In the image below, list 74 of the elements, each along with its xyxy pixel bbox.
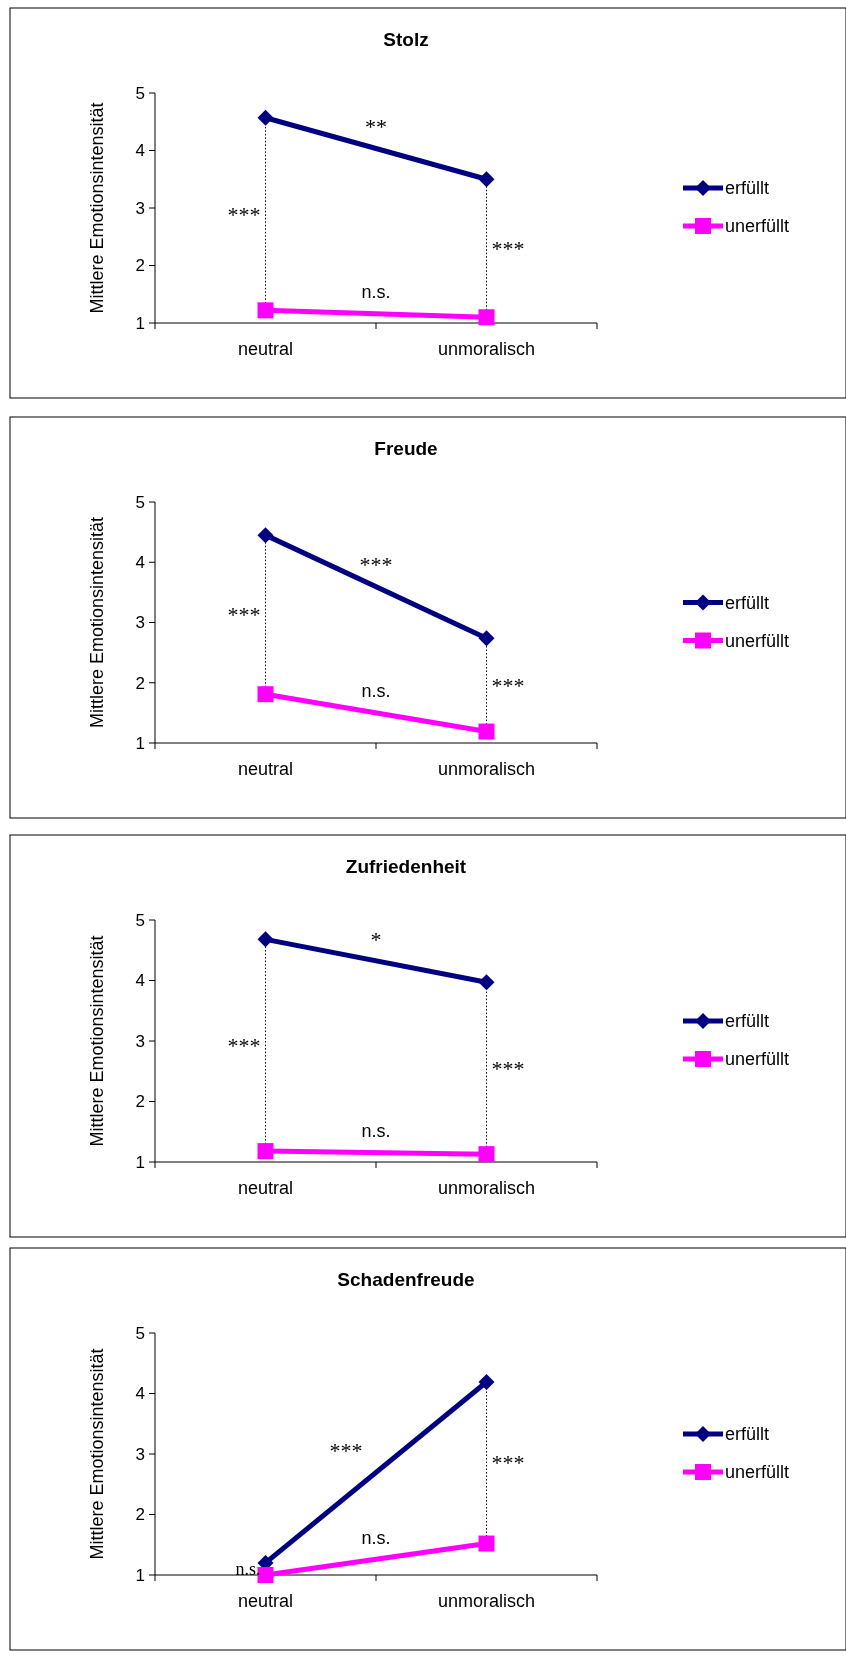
point xyxy=(478,630,495,647)
x-tick-label: neutral xyxy=(237,1178,294,1198)
annotation: n.s. xyxy=(361,282,391,303)
annotation: *** xyxy=(329,1438,363,1464)
chart-title: Schadenfreude xyxy=(337,1269,475,1290)
point xyxy=(478,309,495,326)
annotation: *** xyxy=(227,201,261,227)
x-tick-label: unmoralisch xyxy=(437,1178,536,1198)
y-tick-label: 3 xyxy=(135,198,145,218)
point xyxy=(478,723,495,740)
y-tick-label: 4 xyxy=(135,141,145,161)
y-tick-label: 5 xyxy=(135,1323,145,1343)
y-tick-label: 1 xyxy=(135,1152,145,1172)
chart-title: Freude xyxy=(374,438,438,459)
annotation: ** xyxy=(365,114,387,140)
y-tick-label: 1 xyxy=(135,733,145,753)
x-tick-label: neutral xyxy=(237,339,294,359)
point xyxy=(257,527,274,544)
y-axis-title: Mittlere Emotionsintensität xyxy=(87,935,107,1147)
point xyxy=(478,1535,495,1552)
point xyxy=(478,1146,495,1163)
point xyxy=(478,1374,495,1391)
annotation: *** xyxy=(491,1055,525,1081)
y-tick-label: 4 xyxy=(135,971,145,991)
annotation: *** xyxy=(227,1032,261,1058)
y-tick-label: 4 xyxy=(135,1384,145,1404)
y-tick-label: 3 xyxy=(135,1031,145,1051)
y-axis-title: Mittlere Emotionsintensität xyxy=(87,1348,107,1560)
annotation: *** xyxy=(491,235,525,261)
x-tick-label: unmoralisch xyxy=(437,1591,536,1611)
y-tick-label: 2 xyxy=(135,256,145,276)
point xyxy=(257,109,274,126)
point xyxy=(257,1143,274,1160)
point xyxy=(257,931,274,948)
annotation: *** xyxy=(491,672,525,698)
legend-label: erfüllt xyxy=(725,1424,770,1445)
y-tick-label: 5 xyxy=(135,492,145,512)
legend-label: unerfüllt xyxy=(725,1462,790,1483)
y-axis-title: Mittlere Emotionsintensität xyxy=(87,102,107,314)
annotation: *** xyxy=(491,1450,525,1476)
y-tick-label: 5 xyxy=(135,910,145,930)
y-tick-label: 3 xyxy=(135,613,145,633)
legend-label: erfüllt xyxy=(725,178,770,199)
annotation: n.s. xyxy=(361,1527,391,1548)
annotation: n.s. xyxy=(361,1120,391,1141)
y-tick-label: 2 xyxy=(135,1505,145,1525)
y-tick-label: 2 xyxy=(135,673,145,693)
annotation: *** xyxy=(359,552,393,578)
chart-title: Stolz xyxy=(383,29,429,50)
annotation: *** xyxy=(227,602,261,628)
chart-title: Zufriedenheit xyxy=(345,856,467,877)
y-axis-title: Mittlere Emotionsintensität xyxy=(87,516,107,729)
x-tick-label: neutral xyxy=(237,1591,294,1611)
y-tick-label: 2 xyxy=(135,1092,145,1112)
y-tick-label: 5 xyxy=(135,83,145,103)
legend-label: erfüllt xyxy=(725,1011,770,1032)
legend-label: unerfüllt xyxy=(725,216,790,237)
annotation: n.s. xyxy=(361,681,391,702)
point xyxy=(478,171,495,188)
legend-label: unerfüllt xyxy=(725,630,790,651)
x-tick-label: unmoralisch xyxy=(437,339,536,359)
annotation: * xyxy=(370,926,382,952)
legend-label: erfüllt xyxy=(725,592,770,613)
point xyxy=(478,974,495,991)
y-tick-label: 1 xyxy=(135,1565,145,1585)
y-tick-label: 4 xyxy=(135,553,145,573)
x-tick-label: unmoralisch xyxy=(437,759,536,779)
y-tick-label: 3 xyxy=(135,1444,145,1464)
annotation: n.s. xyxy=(235,1559,261,1580)
y-tick-label: 1 xyxy=(135,313,145,333)
x-tick-label: neutral xyxy=(237,759,294,779)
point xyxy=(257,686,274,703)
legend-label: unerfüllt xyxy=(725,1049,790,1070)
point xyxy=(257,302,274,319)
